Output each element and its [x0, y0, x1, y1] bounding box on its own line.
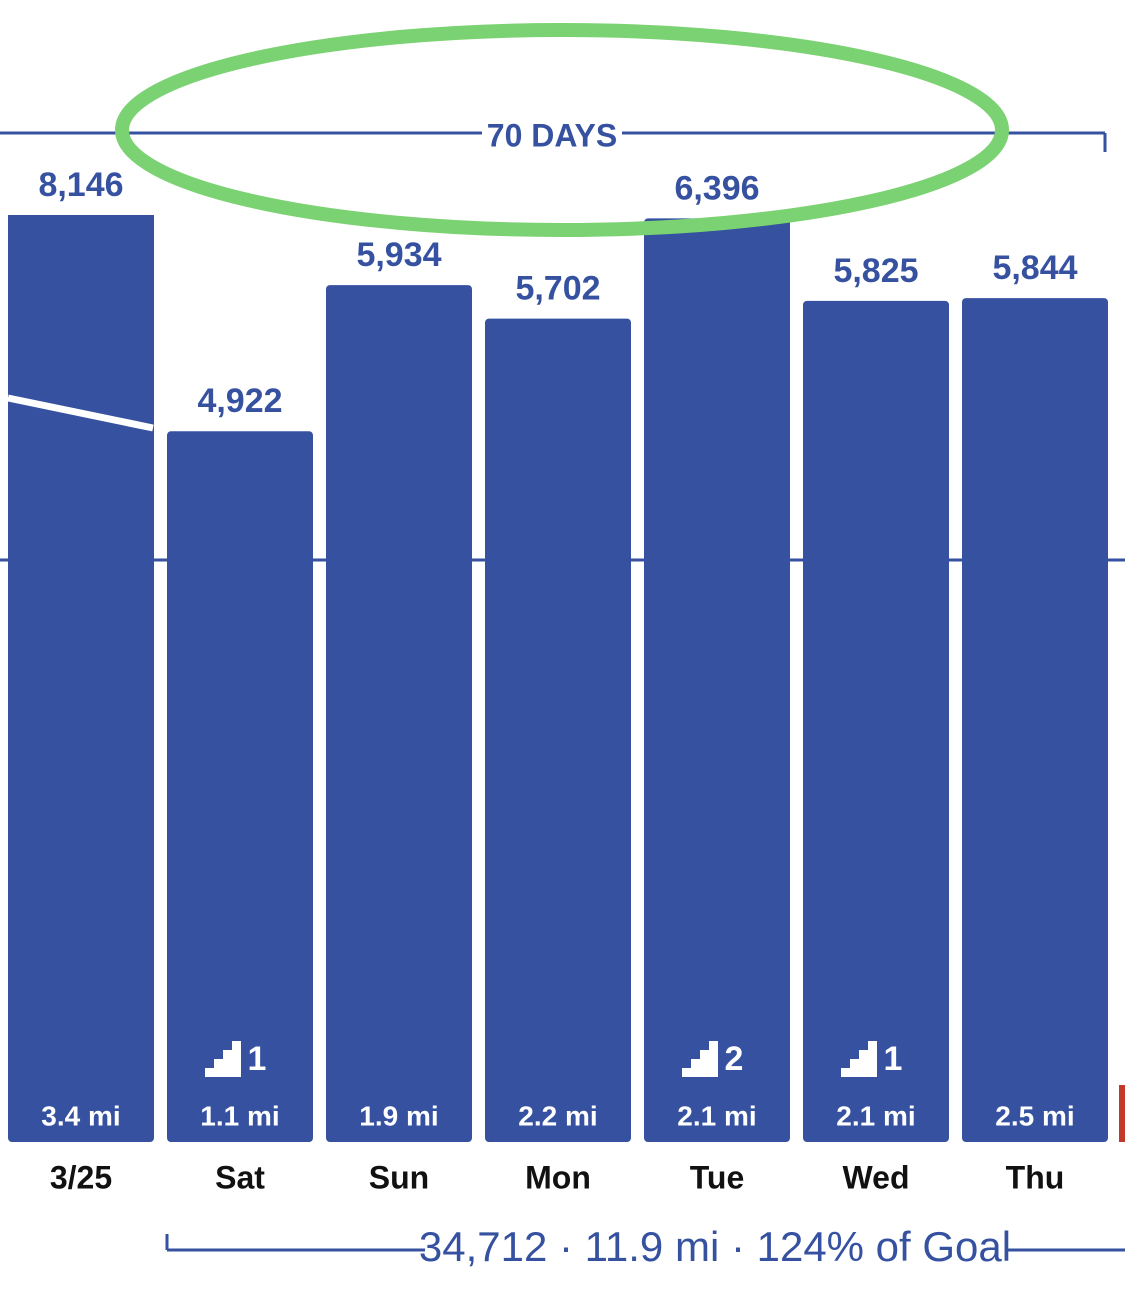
- distance-label: 3.4 mi: [41, 1100, 120, 1131]
- value-label: 8,146: [38, 166, 123, 204]
- value-label: 5,825: [833, 252, 918, 290]
- value-label: 5,702: [515, 270, 600, 308]
- distance-label: 1.9 mi: [359, 1100, 438, 1131]
- day-label: Thu: [1006, 1159, 1065, 1195]
- highlight-ellipse: [115, 23, 1009, 237]
- value-label: 6,396: [674, 169, 759, 207]
- distance-label: 2.1 mi: [677, 1100, 756, 1131]
- bar: [8, 215, 154, 1142]
- summary: 34,712 · 11.9 mi · 124% of Goal: [419, 1223, 1011, 1270]
- bar: [803, 300, 949, 1142]
- distance-label: 2.2 mi: [518, 1100, 597, 1131]
- distance-label: 1.1 mi: [200, 1100, 279, 1131]
- day-label: Sat: [215, 1159, 265, 1195]
- bar: [644, 218, 790, 1142]
- bars: [8, 215, 1108, 1143]
- next-bar-edge: [1119, 1085, 1125, 1142]
- stairs-count: 1: [884, 1040, 903, 1078]
- day-label: Sun: [369, 1159, 429, 1195]
- bar: [167, 431, 313, 1143]
- stairs-icon: [841, 1041, 877, 1077]
- labels: 8,146 3.4 mi 3/25 4,922 1.1 mi Sat 1 5,934 1.9 m…: [38, 166, 1077, 1195]
- day-label: Wed: [843, 1159, 910, 1195]
- range-header: 70 DAYS: [487, 117, 617, 153]
- summary-bg: [425, 1225, 1005, 1275]
- bar: [326, 285, 472, 1143]
- value-label: 5,844: [992, 249, 1077, 287]
- header-bg: [482, 115, 622, 155]
- trend-line: [7, 394, 154, 432]
- bar: [962, 298, 1108, 1142]
- stairs-count: 1: [248, 1040, 267, 1078]
- distance-label: 2.1 mi: [836, 1100, 915, 1131]
- value-label: 5,934: [356, 236, 441, 274]
- value-label: 4,922: [197, 382, 282, 420]
- stairs-count: 2: [725, 1040, 744, 1078]
- stairs-icon: [682, 1041, 718, 1077]
- day-label: 3/25: [50, 1159, 112, 1195]
- bar: [485, 318, 631, 1142]
- day-label: Tue: [690, 1159, 745, 1195]
- stairs-icon: [205, 1041, 241, 1077]
- distance-label: 2.5 mi: [995, 1100, 1074, 1131]
- day-label: Mon: [525, 1159, 591, 1195]
